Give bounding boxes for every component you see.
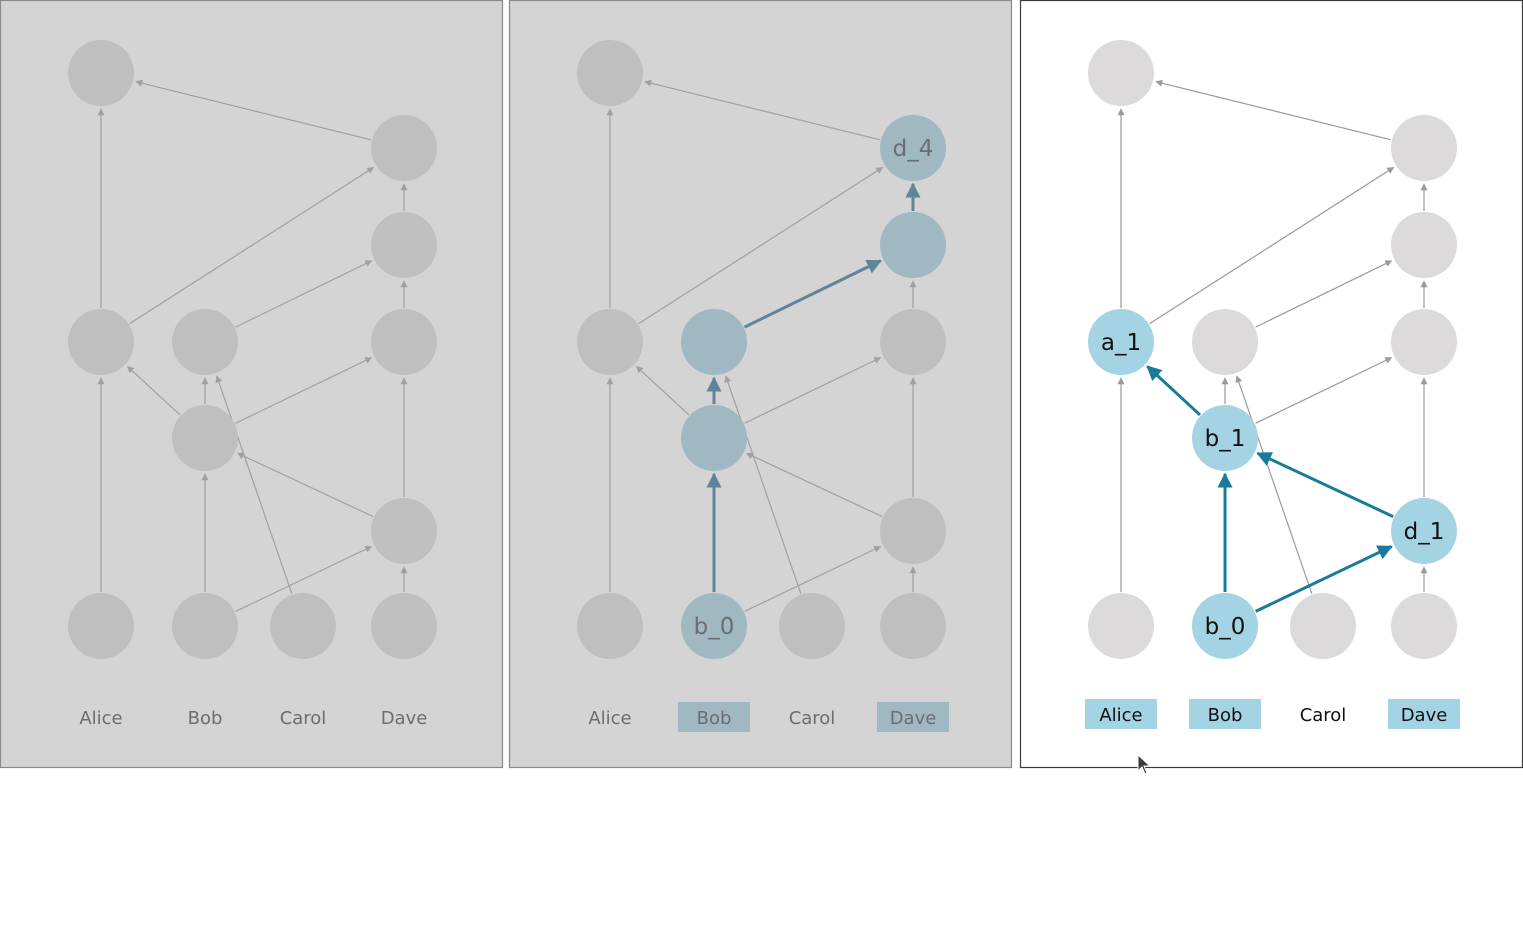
node-b0 [172, 593, 238, 659]
graph-edge [215, 375, 293, 595]
node-a0 [1088, 593, 1154, 659]
node-d0 [880, 593, 946, 659]
column-label-alice: Alice [1099, 705, 1142, 726]
graph-edge [236, 452, 374, 518]
column-label-bob: Bob [188, 708, 223, 729]
column-label-alice: Alice [588, 708, 631, 729]
panel-frame [1019, 0, 1523, 769]
node-c0 [270, 593, 336, 659]
graph-edge [744, 357, 882, 424]
node-d1 [880, 498, 946, 564]
node-a1 [1088, 309, 1154, 375]
graph-edge [1235, 375, 1313, 595]
column-label-carol: Carol [789, 708, 836, 729]
column-highlight-alice [1085, 699, 1157, 729]
graph-edge [126, 365, 181, 416]
node-c0 [1290, 593, 1356, 659]
node-d2 [371, 309, 437, 375]
graph-edge [745, 452, 883, 518]
node-b1 [1192, 405, 1258, 471]
node-label: b_0 [1205, 614, 1246, 640]
mouse-cursor-icon [1137, 754, 1152, 775]
node-a_top [68, 40, 134, 106]
highlighted-edge [743, 259, 882, 329]
graph-edge [1155, 79, 1392, 141]
graph-edge [235, 545, 373, 612]
node-c0 [779, 593, 845, 659]
node-b1 [172, 405, 238, 471]
column-label-dave: Dave [1401, 705, 1448, 726]
column-label-carol: Carol [1300, 705, 1347, 726]
column-label-carol: Carol [280, 708, 327, 729]
node-d_mid [371, 212, 437, 278]
node-b1 [681, 405, 747, 471]
node-a0 [68, 593, 134, 659]
node-b0 [681, 593, 747, 659]
graph-edge [1255, 260, 1393, 328]
node-d1 [1391, 498, 1457, 564]
node-b_mid [172, 309, 238, 375]
node-label: b_1 [1205, 426, 1246, 452]
node-d4 [880, 115, 946, 181]
node-a1 [68, 309, 134, 375]
graph-edge [635, 365, 690, 416]
node-b0 [1192, 593, 1258, 659]
column-label-bob: Bob [1208, 705, 1243, 726]
node-d4 [371, 115, 437, 181]
panel-3: a_1 b_0 b_1 d_1 Alice Bob Carol Dave [1019, 0, 1523, 769]
graph-edge [724, 375, 802, 595]
column-highlight-bob [678, 702, 750, 732]
node-b_mid [1192, 309, 1258, 375]
column-label-dave: Dave [890, 708, 937, 729]
node-d4 [1391, 115, 1457, 181]
graph-edge [744, 545, 882, 612]
panel-frame [508, 0, 1013, 769]
node-label: d_1 [1404, 519, 1445, 545]
column-label-alice: Alice [79, 708, 122, 729]
node-d2 [1391, 309, 1457, 375]
node-d0 [371, 593, 437, 659]
panel-frame [0, 0, 504, 769]
graph-edge [644, 79, 881, 141]
node-d_mid [880, 212, 946, 278]
graph-edge [235, 260, 373, 328]
column-highlight-dave [877, 702, 949, 732]
graph-edge [1255, 357, 1393, 424]
node-b_mid [681, 309, 747, 375]
highlighted-edge [1146, 365, 1202, 417]
node-a0 [577, 593, 643, 659]
column-label-dave: Dave [381, 708, 428, 729]
node-label: b_0 [694, 614, 735, 640]
node-d_mid [1391, 212, 1457, 278]
node-a_top [577, 40, 643, 106]
column-highlight-dave [1388, 699, 1460, 729]
graph-edge [235, 357, 373, 424]
graph-edge [129, 166, 375, 325]
panel-2: b_0 d_4 Alice Bob Carol Dave [508, 0, 1013, 769]
highlighted-edge [1255, 545, 1393, 613]
node-d1 [371, 498, 437, 564]
node-a_top [1088, 40, 1154, 106]
node-label: a_1 [1101, 330, 1141, 356]
column-label-bob: Bob [697, 708, 732, 729]
node-a1 [577, 309, 643, 375]
node-d0 [1391, 593, 1457, 659]
column-highlight-bob [1189, 699, 1261, 729]
graph-edge [135, 79, 372, 141]
node-label: d_4 [893, 136, 934, 162]
panel-1: Alice Bob Carol Dave [0, 0, 504, 769]
highlighted-edge [1256, 451, 1394, 518]
graph-edge [638, 166, 884, 325]
graph-edge [1149, 166, 1395, 325]
node-d2 [880, 309, 946, 375]
